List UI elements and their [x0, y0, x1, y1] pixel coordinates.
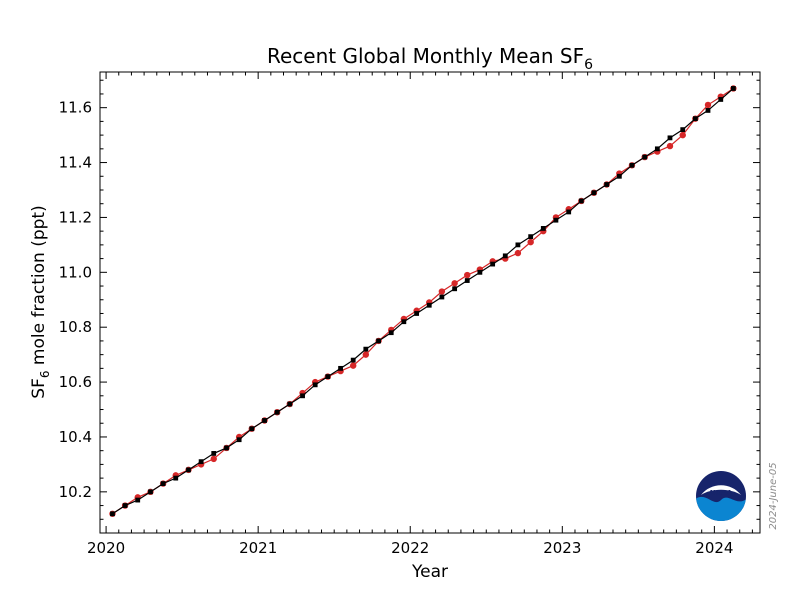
- y-tick-label: 10.4: [59, 428, 92, 446]
- data-point: [490, 261, 496, 267]
- data-point: [414, 311, 420, 316]
- plot-frame: [99, 71, 761, 534]
- data-point: [325, 374, 331, 379]
- data-point: [718, 97, 724, 102]
- data-point: [135, 497, 141, 503]
- data-point: [452, 286, 458, 292]
- data-point: [477, 269, 483, 275]
- data-point: [604, 182, 610, 187]
- data-point: [730, 86, 736, 91]
- data-point: [211, 451, 217, 456]
- data-point: [287, 401, 293, 407]
- y-tick-label: 10.6: [59, 373, 92, 391]
- series-0: [109, 85, 737, 517]
- data-point: [186, 467, 191, 473]
- data-point: [363, 346, 369, 352]
- data-point: [591, 190, 597, 196]
- noaa-logo: NOAA: [696, 471, 746, 521]
- data-point: [426, 302, 432, 308]
- data-point: [527, 238, 534, 246]
- y-tick-label: 11.4: [59, 154, 92, 172]
- data-point: [515, 242, 521, 248]
- x-tick-label: 2021: [239, 539, 277, 557]
- y-tick-label: 11.2: [59, 208, 92, 226]
- data-point: [312, 382, 318, 388]
- x-tick-label: 2024: [695, 539, 733, 557]
- y-tick-label: 10.2: [59, 483, 92, 501]
- chart-title: Recent Global Monthly Mean SF6: [267, 44, 593, 73]
- data-point: [439, 294, 445, 300]
- tick-labels: 2020 2021 2022 2023 2024 10.2 10.4 10.6 10.8 11.0…: [59, 99, 734, 557]
- logo-circle-bottom: [696, 496, 746, 521]
- data-point: [464, 278, 470, 283]
- date-stamp: 2024-June-05: [768, 462, 779, 529]
- data-point: [616, 173, 622, 179]
- data-point: [704, 101, 712, 109]
- data-point: [210, 455, 217, 463]
- data-point: [160, 481, 166, 487]
- data-point: [654, 146, 660, 152]
- data-point: [464, 271, 471, 279]
- x-tick-label: 2023: [543, 539, 581, 557]
- data-point: [198, 459, 204, 465]
- data-point: [667, 135, 673, 141]
- data-point: [540, 226, 546, 231]
- data-point: [110, 511, 115, 517]
- data-point: [642, 154, 648, 160]
- data-point: [338, 365, 343, 371]
- data-point: [629, 162, 635, 168]
- data-point: [666, 142, 674, 150]
- data-point: [274, 409, 280, 415]
- data-point: [173, 475, 179, 481]
- y-tick-label: 11.6: [59, 99, 92, 117]
- series-1: [110, 86, 736, 517]
- data-point: [566, 209, 572, 215]
- data-point: [350, 357, 356, 363]
- chart-title-subscript: 6: [584, 57, 593, 73]
- data-point: [679, 131, 686, 139]
- data-point: [236, 437, 242, 443]
- chart-title-text: Recent Global Monthly Mean SF: [267, 44, 584, 68]
- data-point: [224, 445, 229, 451]
- data-point: [705, 108, 711, 113]
- y-tick-label: 11.0: [59, 263, 92, 281]
- data-point: [350, 362, 357, 369]
- data-point: [262, 418, 267, 423]
- y-axis-label-suffix: mole fraction (ppt): [29, 205, 49, 370]
- x-tick-label: 2020: [87, 539, 125, 557]
- data-point: [249, 426, 255, 432]
- y-axis-label-prefix: SF: [29, 378, 49, 399]
- data-point: [578, 198, 584, 204]
- data-point: [553, 217, 559, 223]
- series-layer: [109, 85, 737, 517]
- x-tick-label: 2022: [391, 539, 429, 557]
- data-point: [438, 288, 446, 295]
- data-point: [122, 503, 128, 508]
- data-point: [376, 338, 381, 344]
- axis-ticks: [100, 72, 760, 534]
- y-axis-label-subscript: 6: [38, 370, 52, 378]
- y-axis-label: SF6 mole fraction (ppt): [29, 205, 52, 398]
- data-point: [502, 253, 508, 259]
- data-point: [692, 116, 698, 122]
- data-point: [451, 280, 458, 287]
- data-point: [300, 393, 305, 399]
- logo-seagull: [701, 485, 741, 495]
- data-point: [514, 249, 522, 257]
- series-line: [112, 88, 734, 515]
- data-point: [362, 351, 370, 358]
- data-point: [528, 234, 534, 240]
- data-point: [148, 489, 153, 495]
- y-tick-label: 10.8: [59, 318, 92, 336]
- data-point: [680, 127, 686, 133]
- logo-text: NOAA: [710, 489, 733, 497]
- data-point: [401, 319, 407, 325]
- x-axis-label: Year: [411, 562, 448, 582]
- series-line: [112, 87, 734, 515]
- data-point: [388, 330, 394, 336]
